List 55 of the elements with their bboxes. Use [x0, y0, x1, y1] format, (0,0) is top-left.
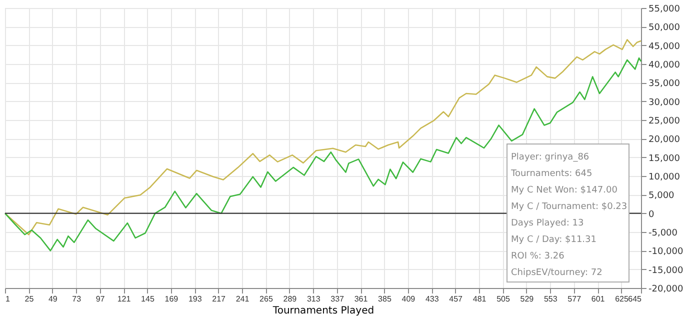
- x-tick-label: 361: [354, 294, 368, 304]
- x-tick-label: 169: [164, 294, 179, 304]
- annotation: ROI %: 3.26: [511, 251, 565, 262]
- y-tick-label: 5,000: [648, 191, 675, 202]
- x-tick-label: 645: [628, 294, 642, 304]
- annotation: Tournaments: 645: [510, 168, 592, 179]
- x-tick-label: 313: [306, 294, 321, 304]
- y-tick-label: 50,000: [648, 23, 680, 34]
- x-tick-label: 73: [72, 294, 82, 304]
- x-tick-label: 505: [496, 294, 510, 304]
- y-tick-label: 45,000: [648, 42, 680, 52]
- annotation: ChipsEV/tourney: 72: [511, 268, 602, 278]
- y-tick-label: -15,000: [648, 266, 684, 276]
- y-tick-label: 20,000: [648, 135, 680, 146]
- y-tick-label: 30,000: [648, 98, 680, 108]
- x-tick-label: 337: [330, 294, 345, 304]
- x-tick-label: 289: [283, 294, 298, 304]
- annotation: My C / Tournament: $0.23: [511, 202, 628, 212]
- x-tick-label: 145: [141, 294, 155, 304]
- annotation: Days Played: 13: [511, 218, 584, 228]
- x-tick-label: 481: [472, 294, 487, 304]
- y-tick-label: 55,000: [648, 4, 680, 14]
- line-series: [4, 57, 642, 252]
- x-tick-label: 241: [236, 294, 250, 304]
- y-tick-label: -10,000: [648, 247, 684, 258]
- annotation: My C / Day: $11.31: [511, 234, 596, 245]
- x-tick-label: 577: [568, 294, 582, 304]
- y-tick-label: 40,000: [648, 60, 680, 70]
- y-tick-label: 15,000: [648, 154, 680, 164]
- y-tick-label: 10,000: [648, 172, 680, 182]
- x-tick-label: 457: [449, 294, 464, 304]
- y-tick-label: 35,000: [648, 79, 680, 90]
- x-tick-label: 385: [378, 294, 392, 304]
- x-tick-label: 433: [425, 294, 440, 304]
- annotation: My C Net Won: $147.00: [511, 185, 618, 196]
- x-tick-label: 193: [188, 294, 202, 304]
- x-tick-label: 217: [212, 294, 226, 304]
- line-series: [4, 39, 642, 236]
- x-tick-label: 25: [24, 294, 34, 304]
- x-tick-label: 529: [520, 294, 534, 304]
- x-tick-label: 553: [544, 294, 558, 304]
- x-tick-label: 97: [96, 294, 106, 304]
- annotation: Player: grinya_86: [511, 152, 590, 162]
- x-tick-label: 49: [48, 294, 58, 304]
- x-tick-label: 625: [615, 294, 629, 304]
- x-tick-label: 265: [260, 294, 274, 304]
- x-tick-label: 409: [402, 294, 416, 304]
- y-tick-label: 0: [648, 210, 654, 220]
- x-tick-label: 121: [117, 294, 132, 304]
- y-tick-label: -5,000: [648, 228, 678, 238]
- y-tick-label: 25,000: [648, 116, 680, 126]
- x-axis-title: Tournaments Played: [272, 306, 374, 316]
- x-tick-label: 601: [591, 294, 606, 304]
- y-tick-label: -20,000: [648, 284, 684, 294]
- x-tick-label: 1: [6, 294, 10, 304]
